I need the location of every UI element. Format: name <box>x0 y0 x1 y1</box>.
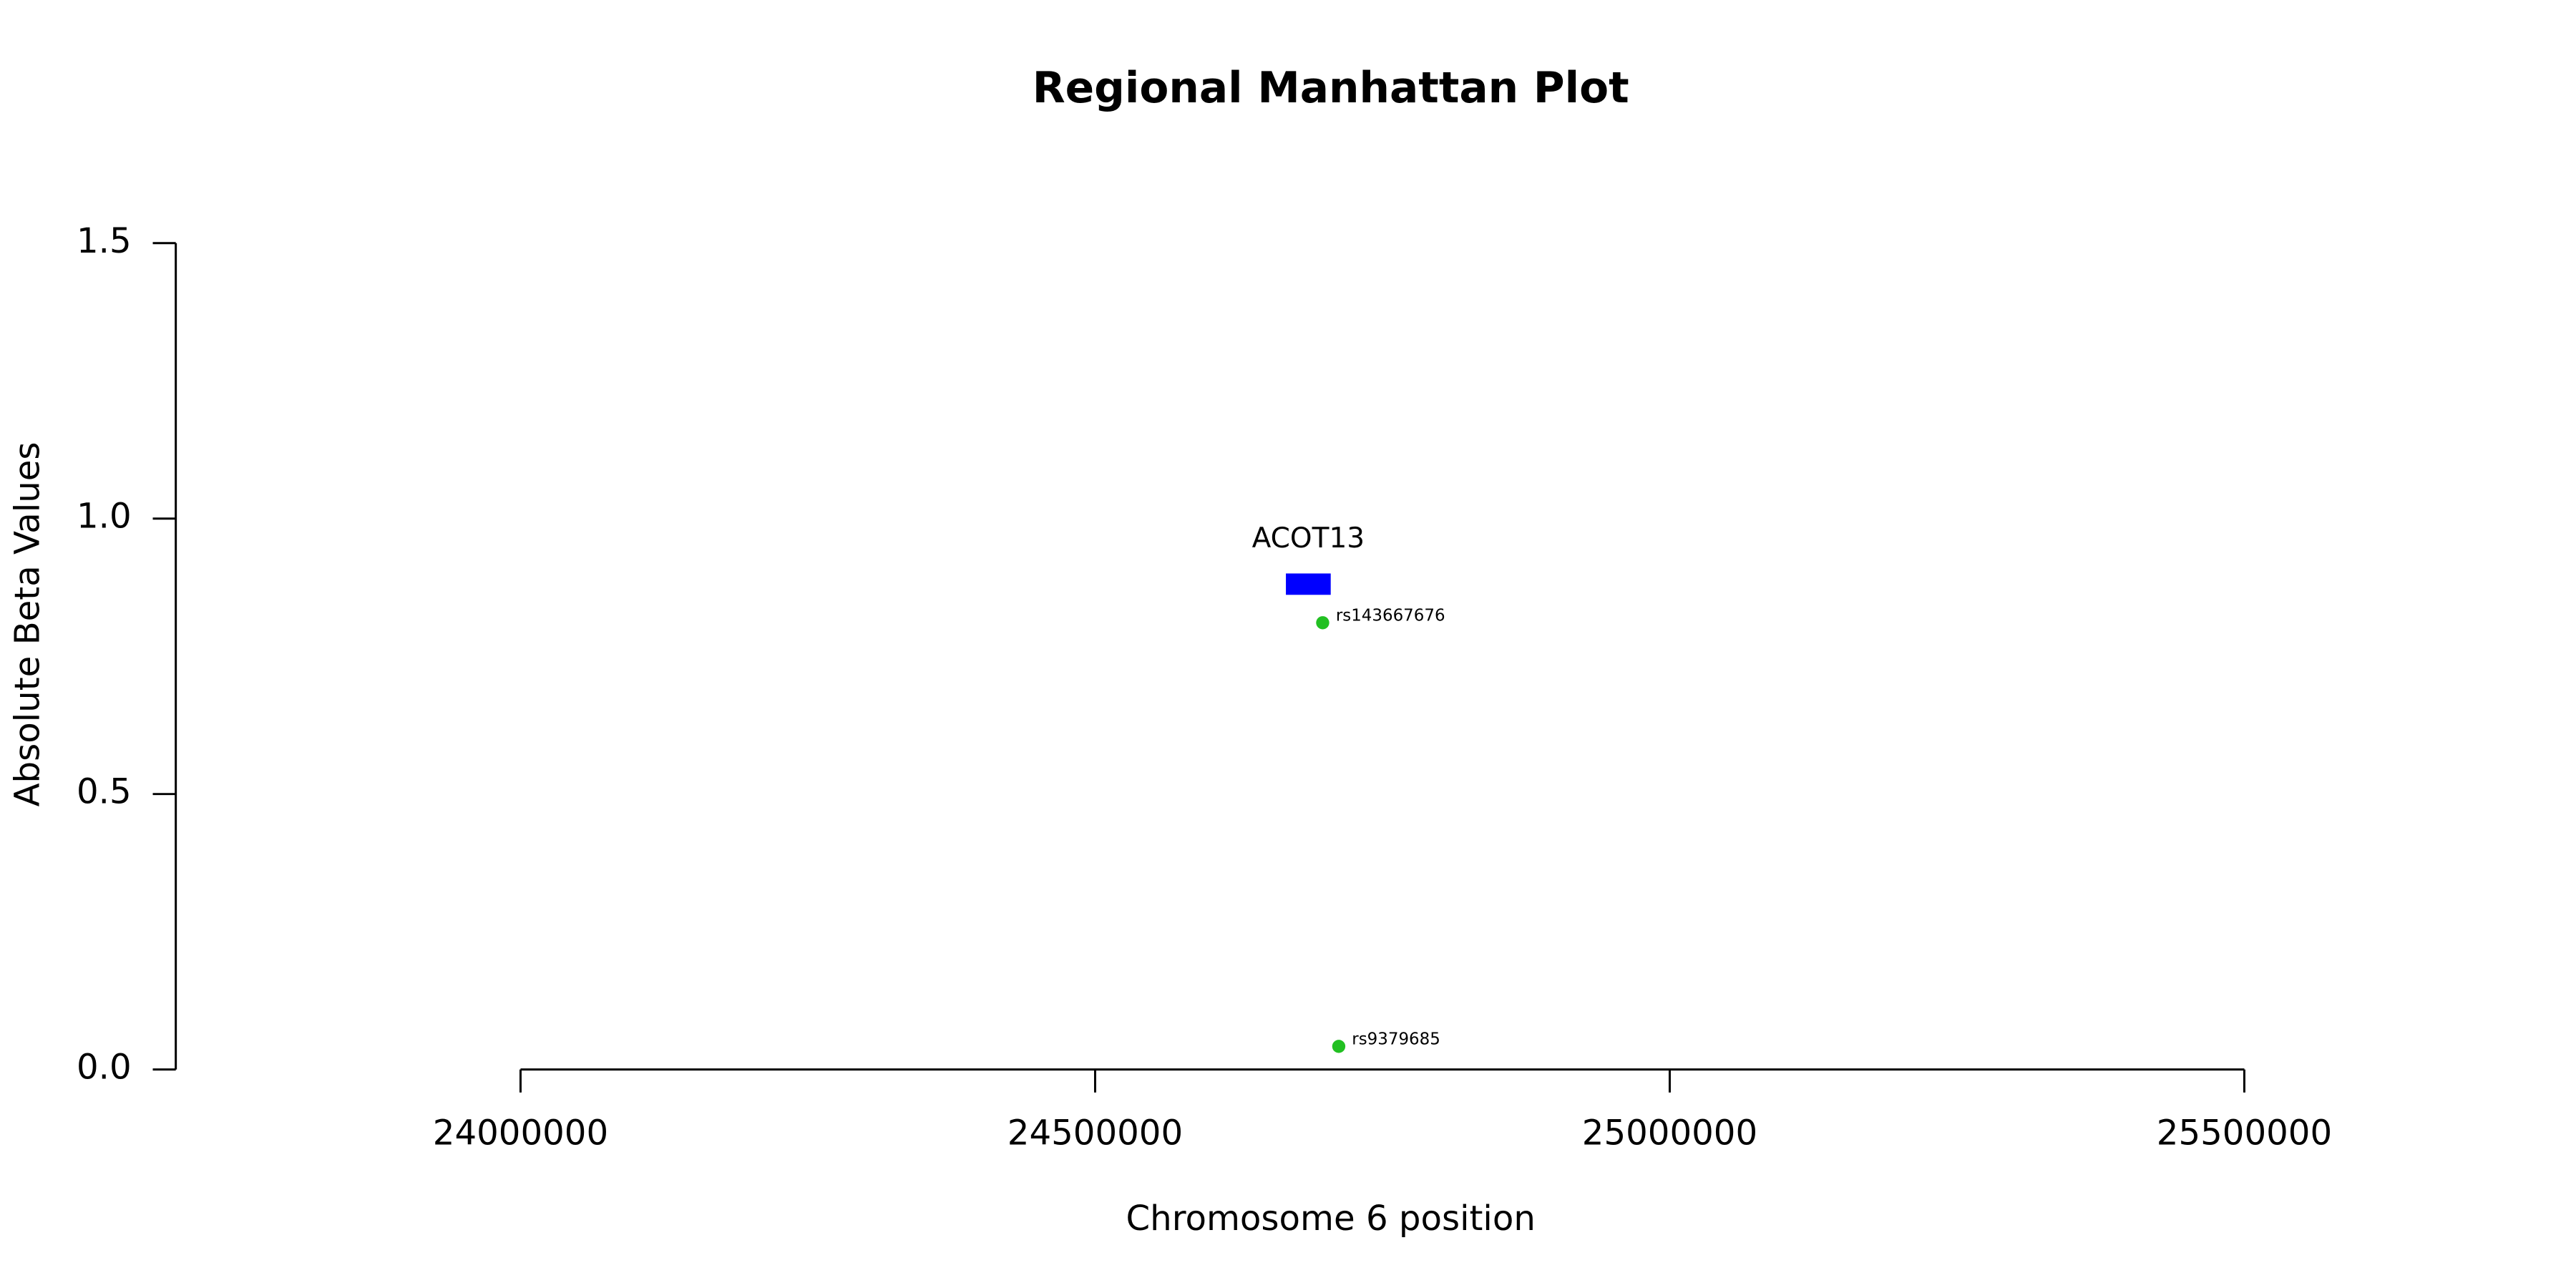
point-label: rs9379685 <box>1352 1030 1440 1049</box>
chart-title: Regional Manhattan Plot <box>1033 64 1629 113</box>
y-axis-label: Absolute Beta Values <box>7 441 47 806</box>
y-tick-label: 1.5 <box>77 221 132 261</box>
point-label: rs143667676 <box>1336 607 1445 625</box>
point <box>1332 1040 1346 1053</box>
point <box>1316 616 1330 630</box>
x-tick-label: 24500000 <box>1008 1113 1183 1153</box>
x-axis-label: Chromosome 6 position <box>1126 1199 1536 1239</box>
x-tick-label: 25500000 <box>2157 1113 2332 1153</box>
x-tick-label: 24000000 <box>433 1113 608 1153</box>
gene-label: ACOT13 <box>1252 522 1365 555</box>
y-tick-label: 1.0 <box>77 497 132 537</box>
y-tick-label: 0.5 <box>77 772 132 812</box>
gene <box>1286 573 1331 595</box>
x-tick-label: 25000000 <box>1582 1113 1757 1153</box>
y-tick-label: 0.0 <box>77 1048 132 1088</box>
